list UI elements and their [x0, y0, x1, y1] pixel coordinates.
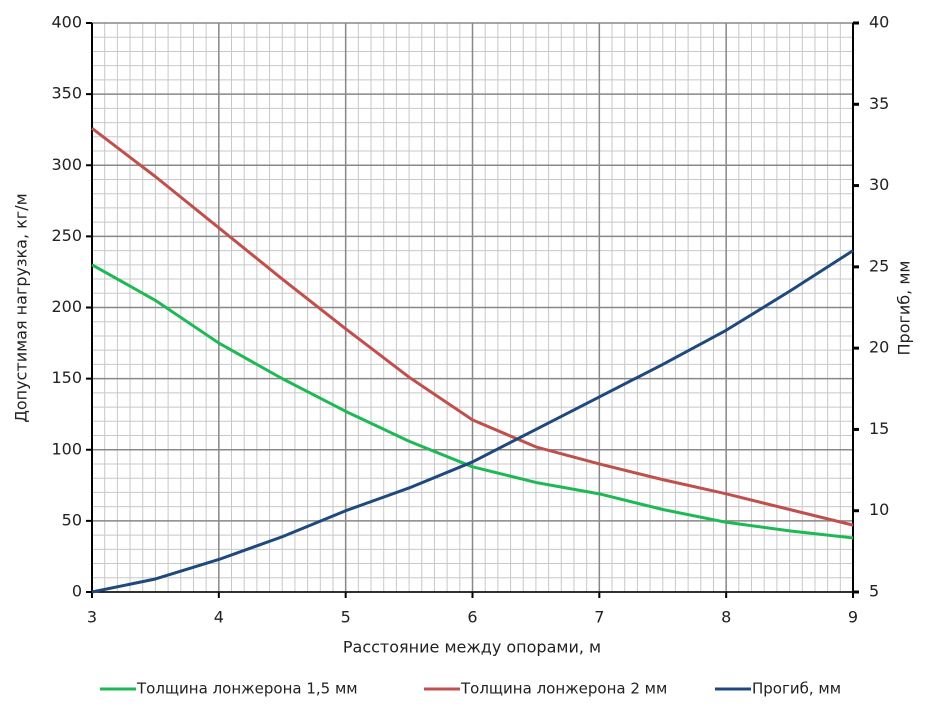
y-axis-label: Допустимая нагрузка, кг/м: [12, 193, 31, 422]
y-tick-label: 250: [51, 226, 82, 245]
x-axis-label: Расстояние между опорами, м: [343, 638, 601, 657]
x-tick-label: 5: [341, 608, 351, 627]
legend-label: Прогиб, мм: [752, 680, 841, 698]
y2-tick-label: 40: [869, 13, 889, 32]
line: [91, 263, 854, 540]
y-tick-label: 300: [51, 155, 82, 174]
y-tick-label: 350: [51, 84, 82, 103]
y-tick-label: 400: [51, 13, 82, 32]
y-tick-label: 100: [51, 439, 82, 458]
x-tick-label: 6: [467, 608, 477, 627]
y2-tick-label: 5: [869, 582, 879, 601]
x-tick-label: 9: [848, 608, 858, 627]
y2-tick-label: 25: [869, 256, 889, 275]
line: [91, 127, 854, 527]
y-tick-label: 0: [72, 582, 82, 601]
y2-tick-label: 35: [869, 94, 889, 113]
x-tick-label: 4: [214, 608, 224, 627]
legend-label: Толщина лонжерона 1,5 мм: [136, 680, 358, 698]
y2-tick-label: 20: [869, 338, 889, 357]
x-tick-label: 7: [594, 608, 604, 627]
x-tick-label: 8: [721, 608, 731, 627]
y2-axis-label: Прогиб, мм: [895, 261, 914, 356]
y-tick-label: 200: [51, 297, 82, 316]
legend-label: Толщина лонжерона 2 мм: [460, 680, 667, 698]
x-tick-label: 3: [87, 608, 97, 627]
y2-tick-label: 30: [869, 175, 889, 194]
y2-tick-label: 10: [869, 500, 889, 519]
line: [91, 249, 854, 594]
y-tick-label: 150: [51, 368, 82, 387]
y-tick-label: 50: [62, 510, 82, 529]
y2-tick-label: 15: [869, 419, 889, 438]
